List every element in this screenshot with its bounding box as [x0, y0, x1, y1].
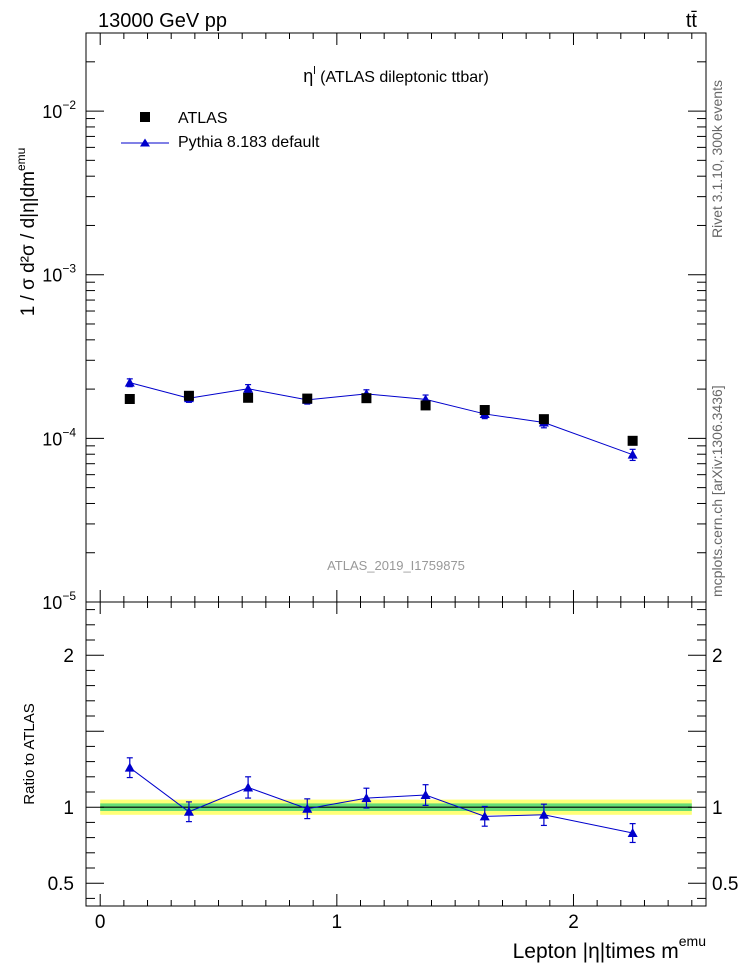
data-point: [361, 393, 372, 404]
x-tick-label: 0: [95, 912, 106, 933]
ratio-y-tick-label-left: 1: [63, 798, 74, 819]
ratio-point: [538, 809, 549, 819]
mc-series-main: [124, 377, 638, 462]
x-axis-label-text: Lepton |η|times m: [513, 940, 679, 963]
x-tick-label: 1: [332, 912, 343, 933]
data-point: [243, 392, 254, 403]
mc-point: [124, 377, 135, 387]
ratio-plot-frame: [85, 601, 707, 907]
rivet-version-label: Rivet 3.1.10, 300k events: [709, 80, 725, 238]
data-point: [302, 393, 313, 404]
legend: ATLAS Pythia 8.183 default: [121, 110, 320, 151]
ratio-point: [627, 828, 638, 838]
ratio-point: [479, 811, 490, 821]
ratio-point: [420, 790, 431, 800]
y-tick-label: 10−2: [42, 98, 76, 122]
legend-label-atlas: ATLAS: [178, 110, 228, 127]
x-axis-label: Lepton |η|times memu: [513, 933, 706, 963]
analysis-id: ATLAS_2019_I1759875: [327, 558, 465, 573]
ratio-point: [124, 762, 135, 772]
ratio-y-tick-label-left: 2: [63, 646, 74, 667]
ratio-y-tick-label-right: 1: [712, 798, 723, 819]
observable-superscript: l: [313, 65, 315, 77]
data-point: [479, 405, 490, 416]
legend-marker-atlas: [140, 112, 150, 122]
y-tick-label: 10−5: [42, 589, 76, 613]
mc-series-ratio: [124, 757, 638, 844]
process-label: tt̄: [686, 10, 698, 32]
y-tick-label: 10−4: [42, 425, 76, 449]
observable-title: ηl (ATLAS dileptonic ttbar): [303, 65, 489, 86]
observable-description: (ATLAS dileptonic ttbar): [316, 69, 489, 86]
ratio-y-tick-label-right: 2: [712, 646, 723, 667]
mc-point: [627, 449, 638, 459]
ratio-y-tick-label-left: 0.5: [48, 874, 74, 895]
data-point: [124, 393, 135, 404]
main-y-axis-label-text: 1 / σ d²σ / d|η|dm: [18, 171, 39, 316]
data-point: [627, 435, 638, 446]
mc-point: [243, 383, 254, 393]
x-tick-label: 2: [568, 912, 579, 933]
axis-tick-labels: 0 1 2 10−5 10−4 10−3 10−2 0.5 0.5 1 1 2 2: [42, 98, 738, 933]
ratio-point: [183, 806, 194, 816]
ratio-point: [302, 803, 313, 813]
ratio-y-tick-label-right: 0.5: [712, 874, 738, 895]
energy-label: 13000 GeV pp: [98, 10, 227, 32]
legend-label-pythia: Pythia 8.183 default: [178, 134, 320, 151]
x-axis-label-sup: emu: [679, 933, 706, 949]
data-series-main: [124, 390, 638, 446]
main-y-axis-label-sup: emu: [14, 148, 28, 171]
data-point: [420, 400, 431, 411]
ratio-point: [243, 782, 254, 792]
data-point: [183, 390, 194, 401]
main-y-axis-label: 1 / σ d²σ / d|η|dmemu: [14, 148, 39, 317]
mcplots-credit-label: mcplots.cern.ch [arXiv:1306.3436]: [709, 385, 725, 597]
y-tick-label: 10−3: [42, 262, 76, 286]
mc-line: [129, 382, 633, 456]
data-point: [538, 414, 549, 425]
observable-symbol: η: [303, 66, 313, 86]
legend-marker-pythia: [140, 138, 150, 147]
ratio-point: [361, 793, 372, 803]
ratio-y-axis-label: Ratio to ATLAS: [21, 703, 38, 804]
axis-ticks: [86, 32, 706, 906]
